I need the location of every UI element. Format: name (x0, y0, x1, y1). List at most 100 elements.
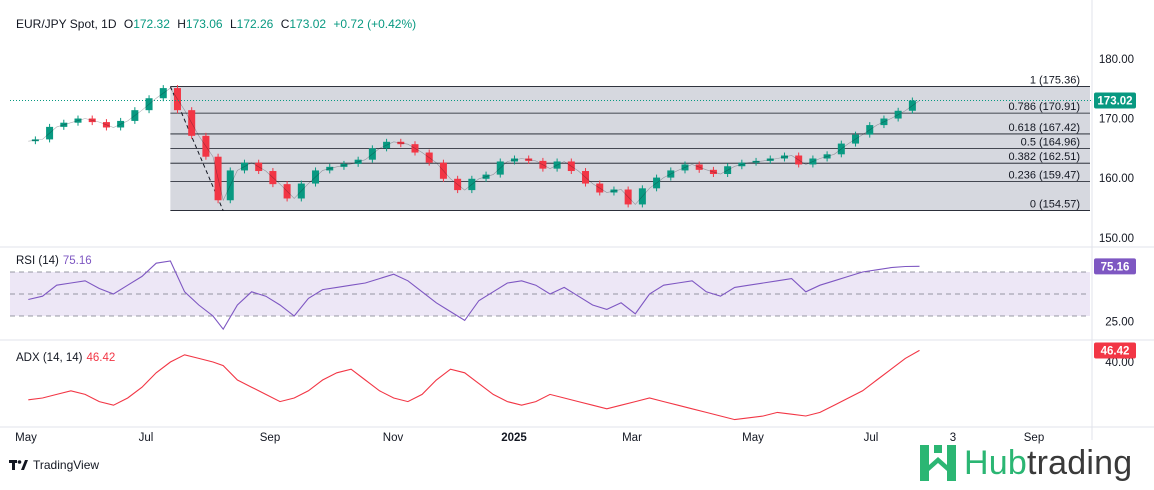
candle-body (240, 162, 248, 171)
candle-body (131, 110, 139, 121)
candle-body (383, 141, 391, 149)
price-tick-label: 150.00 (1099, 233, 1134, 245)
candle-body (908, 100, 916, 111)
candle-body (624, 189, 632, 205)
change-value: +0.72 (+0.42%) (333, 17, 417, 31)
candle-body (74, 118, 82, 123)
close-label: C (280, 17, 290, 31)
rsi-badge (1094, 258, 1136, 275)
candle-body (188, 110, 196, 136)
price-tick-label: 180.00 (1099, 54, 1134, 66)
time-tick-label: Sep (260, 432, 280, 444)
candle-body (539, 160, 547, 169)
candle-body (173, 88, 181, 111)
candle-body (567, 161, 575, 172)
candle-body (60, 122, 68, 127)
candle-body (425, 152, 433, 163)
fib-level-label: 0.5 (164.96) (1021, 137, 1080, 149)
tradingview-icon (9, 460, 28, 470)
candle-body (880, 118, 888, 126)
candle-body (837, 143, 845, 155)
rsi-legend: RSI (14) 75.16 (16, 255, 92, 267)
rsi-name: RSI (14) (16, 255, 59, 267)
last-price-badge-text: 173.02 (1097, 96, 1132, 108)
candle-body (852, 134, 860, 144)
adx-line (28, 349, 920, 421)
candle-body (596, 183, 604, 193)
candle-body (780, 155, 788, 159)
fib-level-label: 0.236 (159.47) (1008, 169, 1080, 181)
adx-badge-text: 46.42 (1101, 345, 1130, 357)
rsi-tick-label: 25.00 (1105, 317, 1134, 329)
candle-body (145, 98, 153, 111)
fib-level-label: 0 (154.57) (1030, 199, 1080, 211)
adx-badge (1094, 342, 1136, 359)
hubtrading-icon (920, 445, 956, 481)
candle-body (312, 170, 320, 184)
candle-body (795, 155, 803, 165)
price-series (10, 85, 1092, 208)
rsi-value: 75.16 (62, 255, 92, 267)
candle-body (752, 160, 760, 163)
high-label: H (177, 17, 186, 31)
candle-body (46, 126, 54, 140)
tradingview-label: TradingView (33, 458, 100, 472)
candle-body (823, 154, 831, 159)
candle-body (766, 158, 774, 161)
time-tick-label: Nov (383, 432, 404, 444)
candle-body (159, 88, 167, 99)
candle-body (255, 162, 263, 172)
candle-body (297, 183, 305, 199)
low-value: 172.26 (236, 17, 274, 31)
rsi-line (28, 260, 920, 331)
fib-level-label: 0.786 (170.91) (1008, 101, 1080, 113)
fib-level-label: 0.382 (162.51) (1008, 151, 1080, 163)
candle-body (638, 188, 646, 205)
price-line (28, 87, 920, 205)
candle-body (866, 125, 874, 135)
candle-body (368, 148, 376, 160)
tradingview-logo[interactable]: TradingView (9, 458, 99, 472)
candle-body (102, 122, 110, 128)
candle-body (269, 171, 277, 185)
candle-body (326, 166, 334, 171)
time-tick-label: 3 (950, 432, 956, 444)
open-label: O (123, 17, 134, 31)
candle-body (397, 141, 405, 145)
candle-body (88, 118, 96, 123)
fib-level-label: 1 (175.36) (1030, 75, 1080, 87)
candle-body (411, 144, 419, 153)
brand-part-dark: trading (1026, 443, 1133, 482)
time-tick-label: Jul (139, 432, 154, 444)
candle-body (482, 174, 490, 179)
time-tick-label: May (15, 432, 37, 444)
candle-body (724, 166, 732, 175)
adx-value: 46.42 (86, 352, 116, 364)
candle-body (653, 177, 661, 189)
adx-tick-label: 40.00 (1105, 357, 1134, 369)
candle-body (454, 178, 462, 191)
candle-body (283, 184, 291, 199)
axes: 180.00 170.00 160.00 150.00 173.02 25.00 75.16… (0, 0, 1154, 444)
time-tick-label: 2025 (501, 432, 527, 444)
adx-pane (28, 349, 920, 421)
symbol-name: EUR/JPY Spot, 1D (16, 17, 117, 31)
low-label: L (229, 17, 237, 31)
hubtrading-logo: Hubtrading (918, 443, 1132, 483)
candle-body (681, 164, 689, 171)
candle-body (610, 189, 618, 193)
candle-body (667, 170, 675, 178)
hubtrading-wordmark: Hubtrading (964, 444, 1132, 483)
time-tick-label: Sep (1024, 432, 1044, 444)
open-value: 172.32 (133, 17, 170, 31)
adx-legend: ADX (14, 14) 46.42 (16, 352, 115, 364)
candle-body (117, 120, 125, 128)
candle-body (31, 139, 39, 142)
price-tick-label: 160.00 (1099, 173, 1134, 185)
brand-part-green: Hub (964, 443, 1027, 482)
last-price-badge (1094, 92, 1136, 109)
candle-body (214, 156, 222, 201)
price-tick-label: 170.00 (1099, 114, 1134, 126)
